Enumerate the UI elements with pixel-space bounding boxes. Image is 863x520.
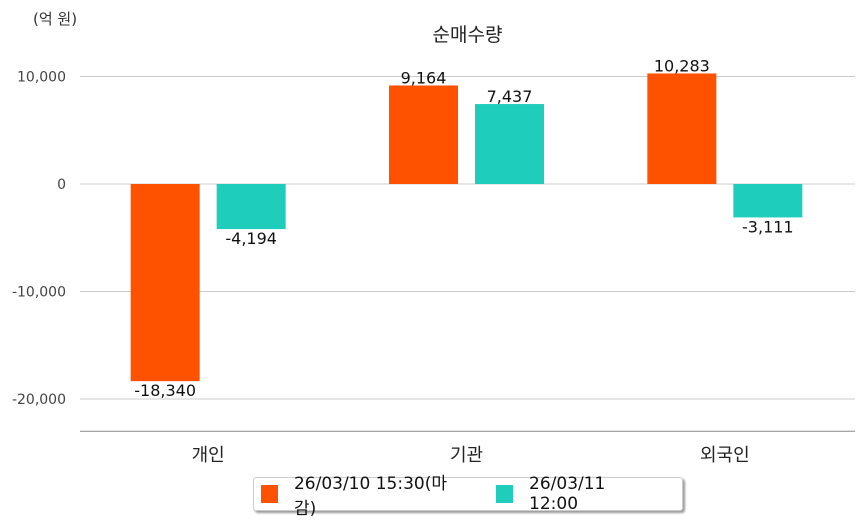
legend-label: 26/03/10 15:30(마감): [293, 474, 447, 519]
data-label: -4,194: [225, 229, 277, 248]
y-tick-label: 0: [57, 177, 66, 193]
bar-chart: 10,000 0 -10,000 -20,000 개인 -18,340 -4,194 기관 9,…: [12, 56, 855, 466]
data-label: 9,164: [401, 68, 447, 87]
bar: [733, 184, 803, 218]
y-tick-label: 10,000: [17, 70, 66, 86]
data-label: -3,111: [742, 217, 794, 236]
bar: [130, 184, 200, 382]
bar: [647, 73, 717, 184]
legend-item-series-2[interactable]: 26/03/11 12:00: [496, 474, 652, 514]
y-axis-unit-label: (억 원): [33, 10, 78, 28]
legend: 26/03/10 15:30(마감) 26/03/11 12:00: [253, 474, 683, 519]
data-label: 10,283: [654, 56, 710, 75]
y-tick-label: -20,000: [12, 392, 66, 408]
chart-title: 순매수량: [432, 24, 503, 46]
legend-swatch: [496, 485, 514, 503]
bar: [216, 184, 286, 230]
bar: [475, 104, 544, 184]
y-tick-label: -10,000: [12, 285, 66, 301]
legend-swatch: [261, 485, 278, 503]
bar: [389, 85, 458, 184]
data-label: -18,340: [134, 381, 196, 400]
x-tick-label: 외국인: [700, 445, 750, 466]
legend-item-series-1[interactable]: 26/03/10 15:30(마감): [261, 469, 459, 519]
x-tick-label: 개인: [192, 445, 225, 466]
legend-label: 26/03/11 12:00: [529, 474, 606, 514]
data-label: 7,437: [487, 87, 533, 106]
x-tick-label: 기관: [450, 445, 483, 466]
